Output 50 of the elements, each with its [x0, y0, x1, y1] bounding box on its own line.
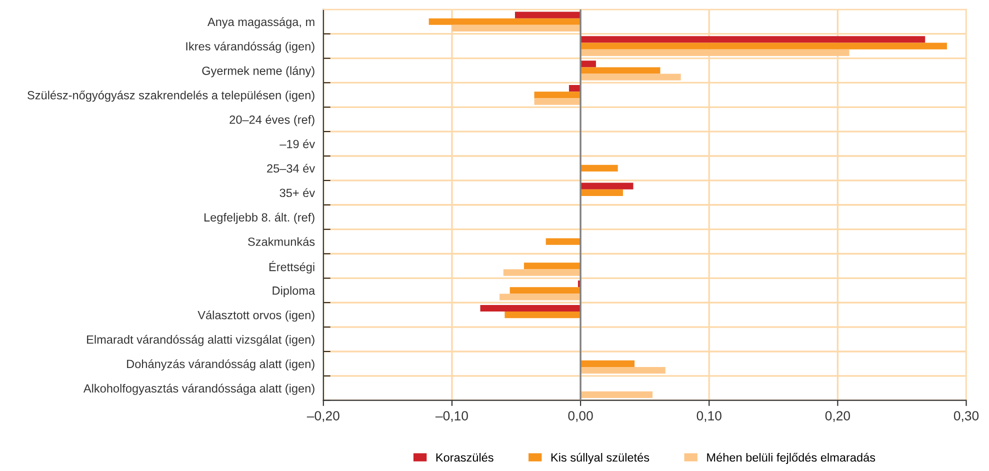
y-tick-label: Gyermek neme (lány) [202, 66, 314, 78]
bar [452, 24, 581, 32]
legend-label: Méhen belüli fejlődés elmaradás [707, 452, 876, 464]
bar [546, 238, 581, 245]
bar [580, 42, 947, 50]
y-tick-label: Érettségi [269, 260, 314, 274]
y-tick-label: Alkoholfogyasztás várandóssága alatt (igen) [83, 384, 314, 395]
legend-label: Kis súllyal születés [551, 452, 650, 464]
bar [428, 18, 581, 25]
bar [580, 391, 653, 398]
y-tick-label: Anya magassága, m [207, 17, 314, 28]
bar [580, 36, 926, 43]
x-tick-label: 0,30 [954, 411, 979, 422]
y-tick-label: Diploma [272, 286, 316, 298]
y-tick-label: Választott orvos (igen) [198, 310, 314, 322]
bar [580, 164, 618, 172]
y-tick-label: Szülész-nőgyógyász szakrendelés a településen (igen) [28, 90, 314, 102]
bar [580, 49, 850, 56]
y-tick-label: 35+ év [280, 188, 316, 198]
x-tick-label: –0,20 [306, 411, 340, 422]
y-tick-label: Szakmunkás [248, 237, 315, 246]
y-tick-label: Dohányzás várandósság alatt (igen) [127, 359, 314, 370]
bar [568, 85, 581, 92]
bar [580, 367, 666, 374]
bar [534, 92, 581, 98]
y-tick-label: –19 év [280, 139, 316, 148]
bar [580, 182, 634, 190]
bar [524, 262, 581, 270]
x-tick-label: 0,10 [696, 411, 722, 422]
y-tick-label: Legfeljebb 8. ált. (ref) [204, 212, 314, 224]
bar [480, 304, 581, 312]
bar [580, 60, 596, 68]
bar [514, 12, 581, 18]
y-tick-label: Ikres várandósság (igen) [186, 42, 314, 53]
y-tick-label: 25–34 év [267, 164, 316, 173]
bar [510, 287, 581, 294]
bar [580, 189, 623, 196]
legend-label: Koraszülés [436, 452, 494, 462]
x-tick-label: –0,10 [435, 411, 468, 422]
bar [580, 67, 660, 74]
bar [580, 360, 635, 367]
x-tick-label: 0,20 [825, 411, 850, 422]
x-tick-label: 0,00 [568, 411, 593, 422]
y-tick-label: Elmaradt várandósság alatti vizsgálat (igen) [87, 334, 314, 346]
y-tick-label: 20–24 éves (ref) [230, 115, 314, 126]
bar [534, 98, 581, 105]
bar [580, 74, 681, 80]
bar [503, 269, 581, 276]
bar [504, 312, 581, 318]
bar [500, 294, 581, 300]
